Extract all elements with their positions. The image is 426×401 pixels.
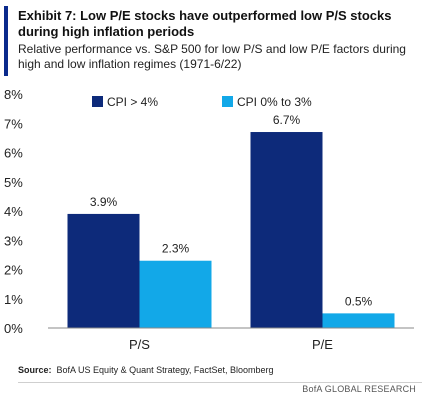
legend-label: CPI 0% to 3% xyxy=(237,95,312,109)
data-label: 0.5% xyxy=(345,294,373,308)
legend-label: CPI > 4% xyxy=(107,95,158,109)
bar xyxy=(250,132,323,328)
data-label: 6.7% xyxy=(273,113,301,127)
source-label: Source: xyxy=(18,365,52,375)
y-tick-label: 4% xyxy=(4,204,23,219)
y-tick-label: 6% xyxy=(4,146,23,161)
y-tick-label: 5% xyxy=(4,175,23,190)
y-tick-label: 1% xyxy=(4,292,23,307)
source-note: Source: BofA US Equity & Quant Strategy,… xyxy=(18,365,273,375)
legend-swatch xyxy=(92,96,103,107)
y-tick-label: 0% xyxy=(4,321,23,336)
y-tick-label: 2% xyxy=(4,263,23,278)
chart-subtitle: Relative performance vs. S&P 500 for low… xyxy=(18,42,406,71)
legend-swatch xyxy=(222,96,233,107)
y-tick-label: 8% xyxy=(4,87,23,102)
bar xyxy=(67,213,140,328)
data-label: 3.9% xyxy=(90,195,118,209)
brand-label: BofA GLOBAL RESEARCH xyxy=(302,384,416,394)
bar-chart: 0% 1% 2% 3% 4% 5% 6% 7% 8% 3.9% 2.3% P/S 6.7% 0.5% P/E… xyxy=(4,87,414,352)
source-text: BofA US Equity & Quant Strategy, FactSet… xyxy=(56,365,274,375)
bar xyxy=(322,313,395,328)
x-tick-label: P/S xyxy=(129,337,150,352)
footer-divider xyxy=(18,382,422,383)
accent-bar xyxy=(4,6,8,76)
y-tick-label: 3% xyxy=(4,233,23,248)
x-tick-label: P/E xyxy=(312,337,333,352)
data-label: 2.3% xyxy=(162,242,190,256)
chart-title: Exhibit 7: Low P/E stocks have outperfor… xyxy=(18,8,392,39)
bar xyxy=(139,260,212,328)
y-tick-label: 7% xyxy=(4,116,23,131)
